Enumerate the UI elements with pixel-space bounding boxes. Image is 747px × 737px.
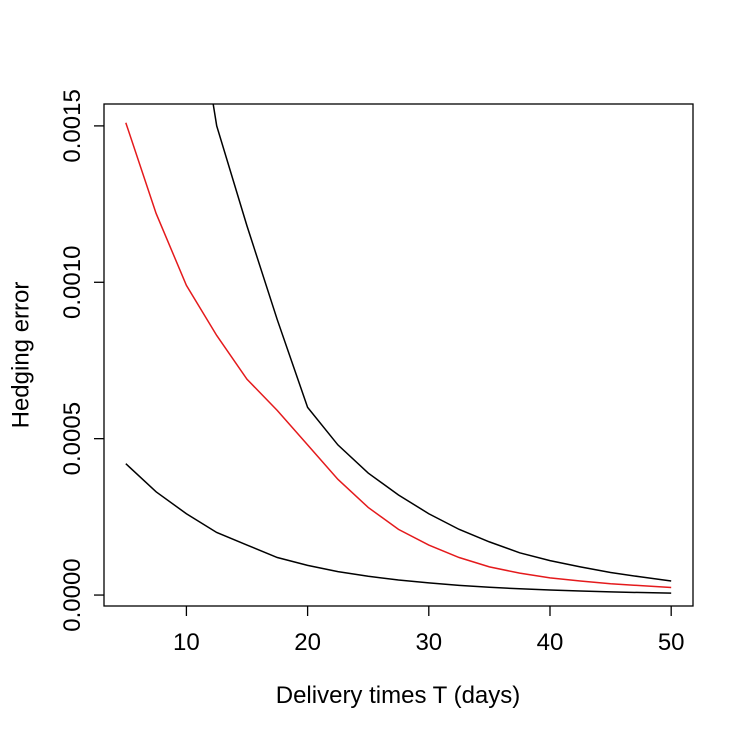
x-tick-label: 30 [415,629,442,656]
y-tick-label: 0.0010 [59,246,86,319]
y-tick-label: 0.0015 [59,89,86,162]
series-line [125,463,672,594]
x-tick-label: 50 [658,629,685,656]
series-line [125,122,672,589]
y-tick-label: 0.0000 [59,558,86,631]
y-tick-label: 0.0005 [59,402,86,475]
series-line [212,104,672,582]
plot-frame [103,103,694,607]
x-tick-label: 10 [173,629,200,656]
y-axis-label: Hedging error [7,282,34,429]
x-tick-label: 20 [294,629,321,656]
x-tick-label: 40 [537,629,564,656]
x-axis-label: Delivery times T (days) [276,682,521,709]
